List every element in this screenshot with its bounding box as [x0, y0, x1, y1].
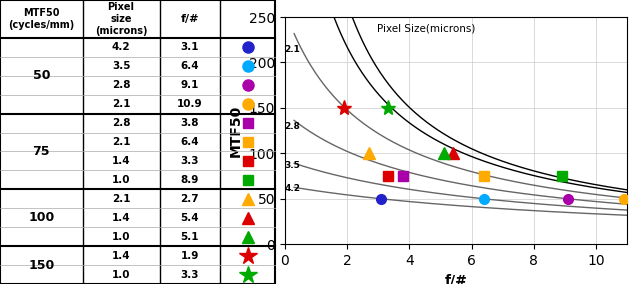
Text: 2.8: 2.8 [112, 118, 131, 128]
Text: 1.4: 1.4 [112, 213, 131, 223]
Text: 2.1: 2.1 [285, 45, 300, 55]
Text: 9.1: 9.1 [180, 80, 199, 90]
Text: 3.3: 3.3 [180, 270, 199, 279]
Text: 5.1: 5.1 [180, 232, 199, 242]
Text: 2.1: 2.1 [112, 194, 131, 204]
Text: 100: 100 [28, 211, 54, 224]
Text: 150: 150 [28, 258, 54, 272]
Text: 2.1: 2.1 [112, 99, 131, 109]
Text: 1.4: 1.4 [112, 156, 131, 166]
Text: 4.2: 4.2 [112, 42, 131, 52]
Text: 1.0: 1.0 [112, 175, 131, 185]
Text: Pixel
size
(microns): Pixel size (microns) [95, 2, 147, 35]
Text: 2.7: 2.7 [180, 194, 199, 204]
Text: 2.8: 2.8 [112, 80, 131, 90]
Text: 1.0: 1.0 [112, 232, 131, 242]
Text: MTF50
(cycles/mm): MTF50 (cycles/mm) [8, 8, 74, 30]
Text: 2.8: 2.8 [285, 122, 300, 131]
X-axis label: f/#: f/# [445, 273, 467, 284]
Text: 3.5: 3.5 [285, 161, 300, 170]
Text: 6.4: 6.4 [180, 61, 199, 71]
Y-axis label: MTF50: MTF50 [229, 105, 243, 157]
Text: 1.9: 1.9 [180, 250, 199, 261]
Text: Pixel Size(microns): Pixel Size(microns) [377, 24, 476, 34]
Text: 75: 75 [33, 145, 50, 158]
Text: 4.2: 4.2 [284, 184, 300, 193]
Text: 2.1: 2.1 [112, 137, 131, 147]
Text: 8.9: 8.9 [180, 175, 199, 185]
Text: 3.5: 3.5 [112, 61, 131, 71]
Text: 10.9: 10.9 [177, 99, 203, 109]
Text: 3.3: 3.3 [180, 156, 199, 166]
Text: 1.4: 1.4 [112, 250, 131, 261]
Text: 6.4: 6.4 [180, 137, 199, 147]
Text: 5.4: 5.4 [180, 213, 199, 223]
Text: 3.1: 3.1 [180, 42, 199, 52]
Text: 50: 50 [33, 69, 50, 82]
Text: f/#: f/# [180, 14, 199, 24]
Text: 1.0: 1.0 [112, 270, 131, 279]
Text: 3.8: 3.8 [180, 118, 199, 128]
